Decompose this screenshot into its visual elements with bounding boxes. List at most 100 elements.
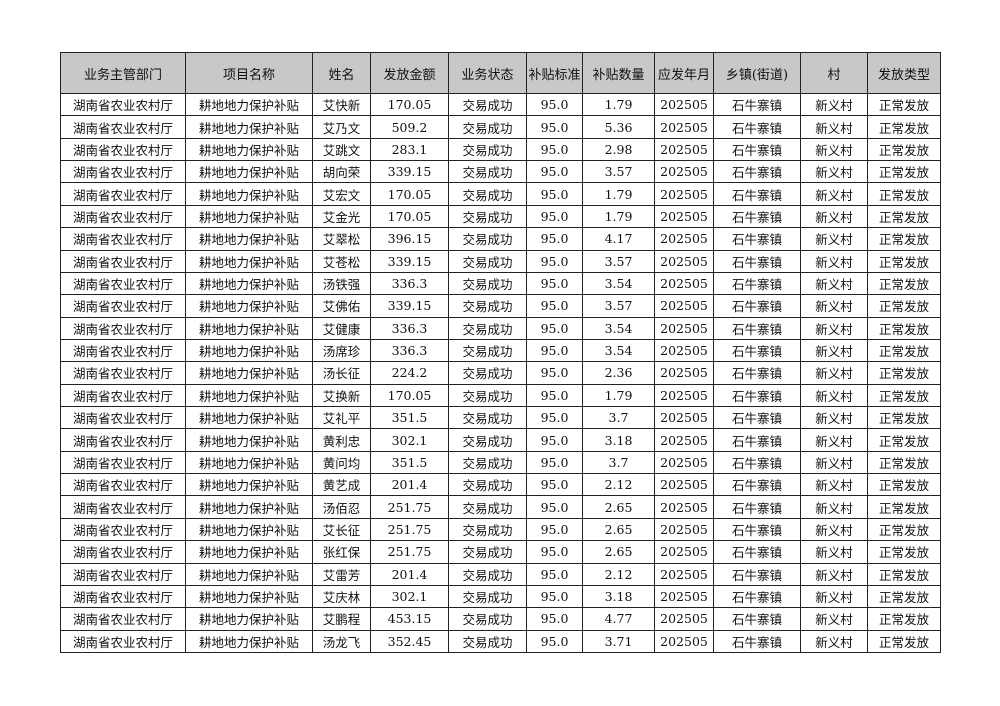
cell-status: 交易成功 bbox=[448, 338, 527, 363]
cell-township: 石牛寨镇 bbox=[713, 406, 801, 430]
cell-period: 202505 bbox=[654, 584, 714, 609]
cell-period: 202505 bbox=[654, 383, 714, 408]
cell-period: 202505 bbox=[654, 495, 714, 519]
cell-name: 胡向荣 bbox=[312, 160, 371, 184]
cell-payment-type: 正常发放 bbox=[867, 495, 941, 519]
table-row: 湖南省农业农村厅 耕地地力保护补贴 艾乃文 509.2 交易成功 95.0 5.36 2025… bbox=[60, 115, 941, 139]
cell-township: 石牛寨镇 bbox=[713, 562, 801, 586]
cell-payment-type: 正常发放 bbox=[867, 450, 941, 475]
cell-township: 石牛寨镇 bbox=[713, 428, 801, 452]
cell-township: 石牛寨镇 bbox=[713, 540, 801, 564]
cell-payment-type: 正常发放 bbox=[867, 584, 941, 609]
cell-township: 石牛寨镇 bbox=[713, 517, 801, 542]
cell-standard: 95.0 bbox=[526, 227, 583, 251]
cell-amount: 224.2 bbox=[370, 361, 449, 385]
cell-quantity: 1.79 bbox=[582, 383, 655, 408]
header-village: 村 bbox=[800, 52, 868, 94]
cell-name: 汤席珍 bbox=[312, 338, 371, 363]
cell-period: 202505 bbox=[654, 517, 714, 542]
cell-quantity: 2.65 bbox=[582, 540, 655, 564]
cell-quantity: 2.65 bbox=[582, 517, 655, 542]
cell-project: 耕地地力保护补贴 bbox=[185, 92, 313, 117]
cell-project: 耕地地力保护补贴 bbox=[185, 160, 313, 184]
cell-village: 新义村 bbox=[800, 338, 868, 363]
cell-village: 新义村 bbox=[800, 607, 868, 631]
cell-amount: 352.45 bbox=[370, 629, 449, 653]
cell-period: 202505 bbox=[654, 338, 714, 363]
cell-amount: 336.3 bbox=[370, 316, 449, 340]
cell-status: 交易成功 bbox=[448, 473, 527, 497]
cell-standard: 95.0 bbox=[526, 361, 583, 385]
cell-township: 石牛寨镇 bbox=[713, 607, 801, 631]
cell-department: 湖南省农业农村厅 bbox=[60, 115, 186, 139]
cell-village: 新义村 bbox=[800, 137, 868, 162]
cell-payment-type: 正常发放 bbox=[867, 92, 941, 117]
cell-department: 湖南省农业农村厅 bbox=[60, 607, 186, 631]
cell-name: 艾跳文 bbox=[312, 137, 371, 162]
cell-village: 新义村 bbox=[800, 450, 868, 475]
cell-standard: 95.0 bbox=[526, 406, 583, 430]
cell-status: 交易成功 bbox=[448, 227, 527, 251]
cell-quantity: 3.54 bbox=[582, 338, 655, 363]
cell-township: 石牛寨镇 bbox=[713, 338, 801, 363]
cell-amount: 251.75 bbox=[370, 517, 449, 542]
cell-village: 新义村 bbox=[800, 204, 868, 229]
cell-amount: 351.5 bbox=[370, 450, 449, 475]
cell-township: 石牛寨镇 bbox=[713, 160, 801, 184]
cell-period: 202505 bbox=[654, 450, 714, 475]
cell-village: 新义村 bbox=[800, 584, 868, 609]
cell-quantity: 3.57 bbox=[582, 249, 655, 273]
cell-department: 湖南省农业农村厅 bbox=[60, 629, 186, 653]
cell-township: 石牛寨镇 bbox=[713, 92, 801, 117]
cell-department: 湖南省农业农村厅 bbox=[60, 540, 186, 564]
cell-amount: 509.2 bbox=[370, 115, 449, 139]
cell-payment-type: 正常发放 bbox=[867, 160, 941, 184]
cell-amount: 251.75 bbox=[370, 495, 449, 519]
cell-township: 石牛寨镇 bbox=[713, 473, 801, 497]
cell-amount: 251.75 bbox=[370, 540, 449, 564]
cell-township: 石牛寨镇 bbox=[713, 361, 801, 385]
cell-standard: 95.0 bbox=[526, 540, 583, 564]
cell-project: 耕地地力保护补贴 bbox=[185, 137, 313, 162]
header-status: 业务状态 bbox=[448, 52, 527, 94]
cell-status: 交易成功 bbox=[448, 249, 527, 273]
cell-project: 耕地地力保护补贴 bbox=[185, 271, 313, 296]
cell-quantity: 2.65 bbox=[582, 495, 655, 519]
table-row: 湖南省农业农村厅 耕地地力保护补贴 张红保 251.75 交易成功 95.0 2.65 202… bbox=[60, 540, 941, 564]
cell-department: 湖南省农业农村厅 bbox=[60, 584, 186, 609]
cell-standard: 95.0 bbox=[526, 115, 583, 139]
table-row: 湖南省农业农村厅 耕地地力保护补贴 艾宏文 170.05 交易成功 95.0 1.79 202… bbox=[60, 182, 941, 206]
cell-name: 汤铁强 bbox=[312, 271, 371, 296]
cell-project: 耕地地力保护补贴 bbox=[185, 450, 313, 475]
cell-payment-type: 正常发放 bbox=[867, 115, 941, 139]
cell-name: 艾长征 bbox=[312, 517, 371, 542]
cell-standard: 95.0 bbox=[526, 294, 583, 318]
cell-amount: 170.05 bbox=[370, 182, 449, 206]
cell-status: 交易成功 bbox=[448, 450, 527, 475]
cell-amount: 302.1 bbox=[370, 584, 449, 609]
cell-village: 新义村 bbox=[800, 383, 868, 408]
cell-name: 汤佰忍 bbox=[312, 495, 371, 519]
cell-village: 新义村 bbox=[800, 540, 868, 564]
cell-name: 黄问均 bbox=[312, 450, 371, 475]
cell-project: 耕地地力保护补贴 bbox=[185, 383, 313, 408]
cell-department: 湖南省农业农村厅 bbox=[60, 517, 186, 542]
cell-village: 新义村 bbox=[800, 182, 868, 206]
cell-quantity: 4.17 bbox=[582, 227, 655, 251]
cell-township: 石牛寨镇 bbox=[713, 450, 801, 475]
table-row: 湖南省农业农村厅 耕地地力保护补贴 艾跳文 283.1 交易成功 95.0 2.98 2025… bbox=[60, 137, 941, 162]
cell-quantity: 1.79 bbox=[582, 92, 655, 117]
cell-standard: 95.0 bbox=[526, 495, 583, 519]
cell-payment-type: 正常发放 bbox=[867, 473, 941, 497]
cell-status: 交易成功 bbox=[448, 182, 527, 206]
cell-period: 202505 bbox=[654, 316, 714, 340]
cell-standard: 95.0 bbox=[526, 182, 583, 206]
cell-village: 新义村 bbox=[800, 473, 868, 497]
cell-quantity: 3.57 bbox=[582, 160, 655, 184]
cell-village: 新义村 bbox=[800, 316, 868, 340]
cell-project: 耕地地力保护补贴 bbox=[185, 540, 313, 564]
cell-department: 湖南省农业农村厅 bbox=[60, 182, 186, 206]
cell-department: 湖南省农业农村厅 bbox=[60, 473, 186, 497]
cell-project: 耕地地力保护补贴 bbox=[185, 406, 313, 430]
cell-village: 新义村 bbox=[800, 495, 868, 519]
